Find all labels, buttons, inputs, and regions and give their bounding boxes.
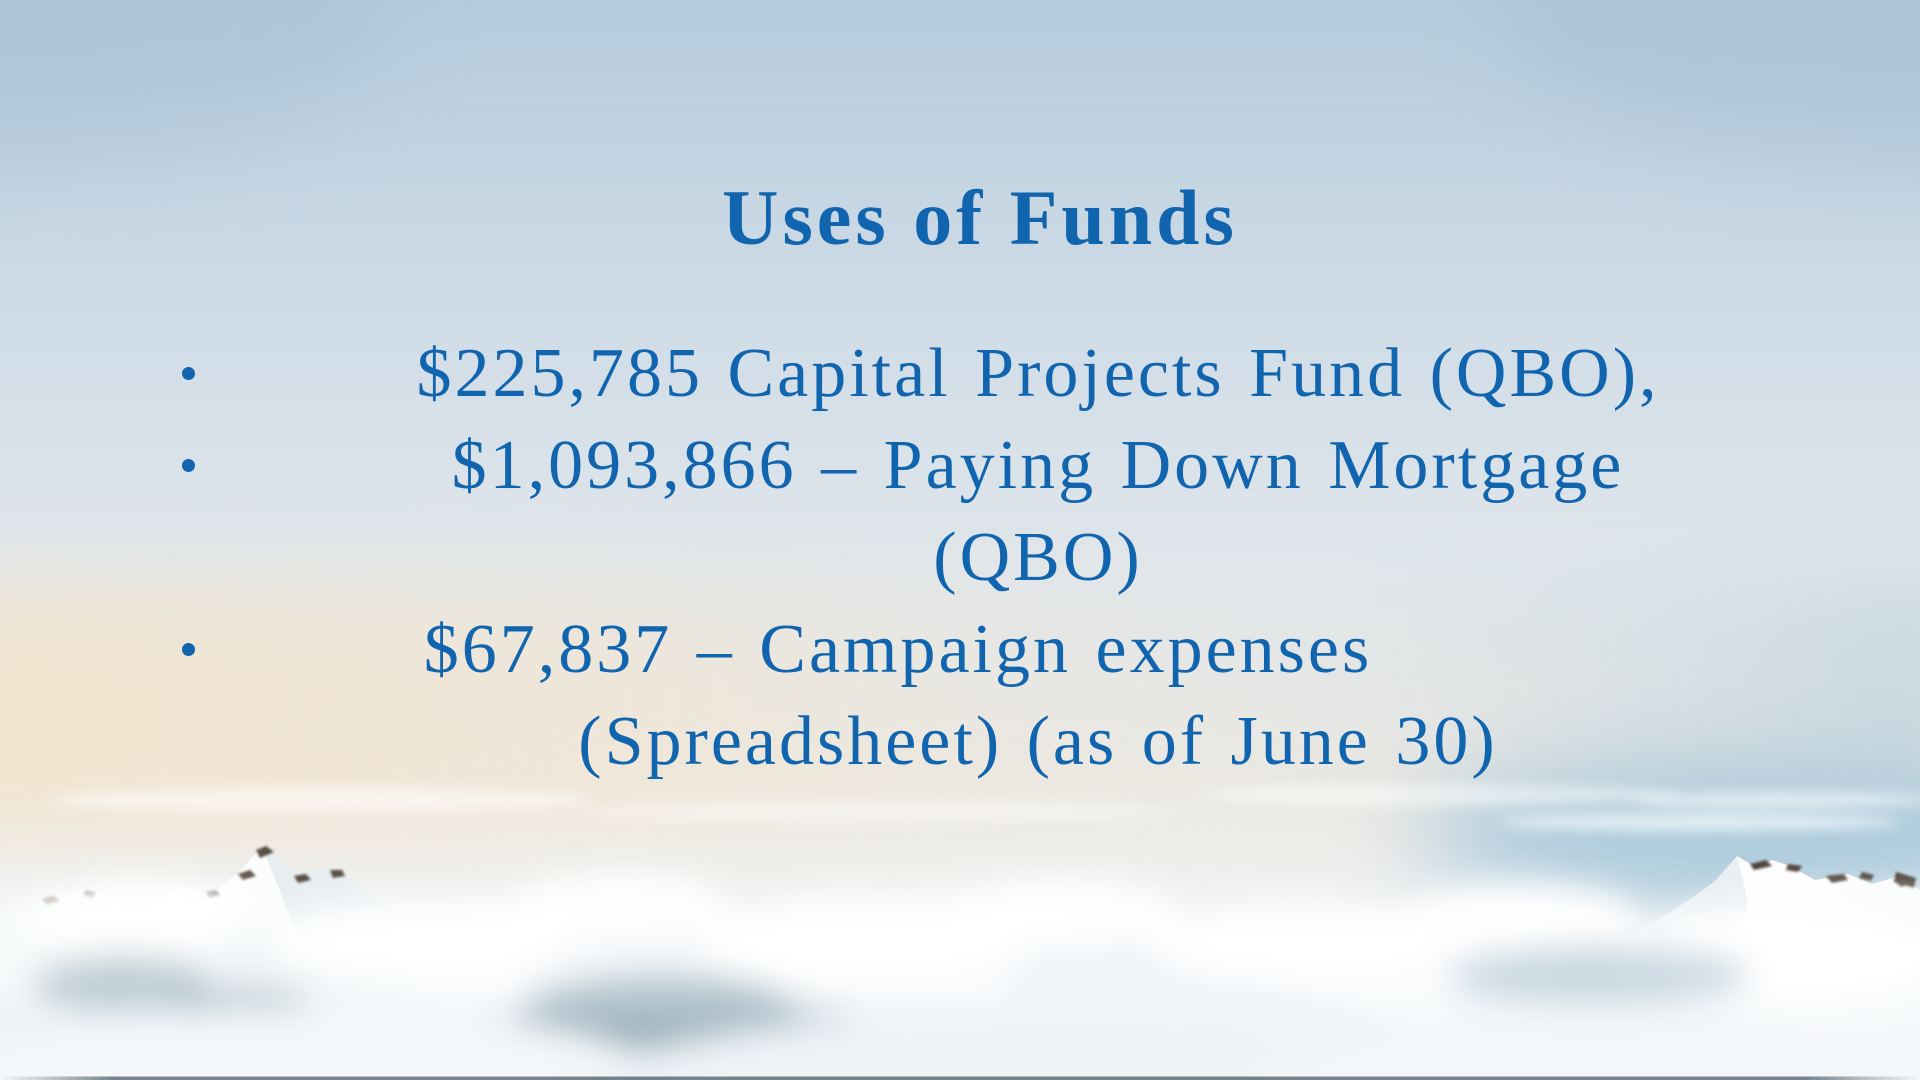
cloud-deck [0, 875, 1920, 1080]
bullet-text: $67,837 – Campaign expenses (Spreadsheet… [246, 604, 1830, 788]
bullet-line: $1,093,866 – Paying Down Mortgage [451, 427, 1625, 504]
sky-shading [0, 0, 1920, 170]
bullet-line: (QBO) [933, 519, 1143, 596]
bullet-list: $225,785 Capital Projects Fund (QBO), $1… [130, 328, 1830, 788]
bullet-line: $67,837 – Campaign expenses [423, 611, 1373, 688]
bullet-item: $1,093,866 – Paying Down Mortgage (QBO) [130, 420, 1830, 604]
bullet-icon [181, 367, 195, 380]
bullet-column [130, 328, 246, 420]
slide-title: Uses of Funds [722, 174, 1238, 261]
bullet-text: $1,093,866 – Paying Down Mortgage (QBO) [246, 420, 1830, 604]
bullet-column [130, 604, 246, 788]
bullet-icon [181, 459, 195, 472]
bottom-border-line [0, 1076, 1920, 1080]
bullet-item: $67,837 – Campaign expenses (Spreadsheet… [130, 604, 1830, 788]
wispy-clouds [50, 785, 1920, 831]
bullet-line: $225,785 Capital Projects Fund (QBO), [416, 335, 1660, 412]
bullet-column [130, 420, 246, 604]
bullet-icon [181, 643, 195, 656]
bullet-line: (Spreadsheet) (as of June 30) [578, 703, 1498, 780]
bullet-item: $225,785 Capital Projects Fund (QBO), [130, 328, 1830, 420]
bullet-text: $225,785 Capital Projects Fund (QBO), [246, 328, 1830, 420]
slide-text: Uses of Funds $225,785 Capital Projects … [130, 0, 1830, 1080]
